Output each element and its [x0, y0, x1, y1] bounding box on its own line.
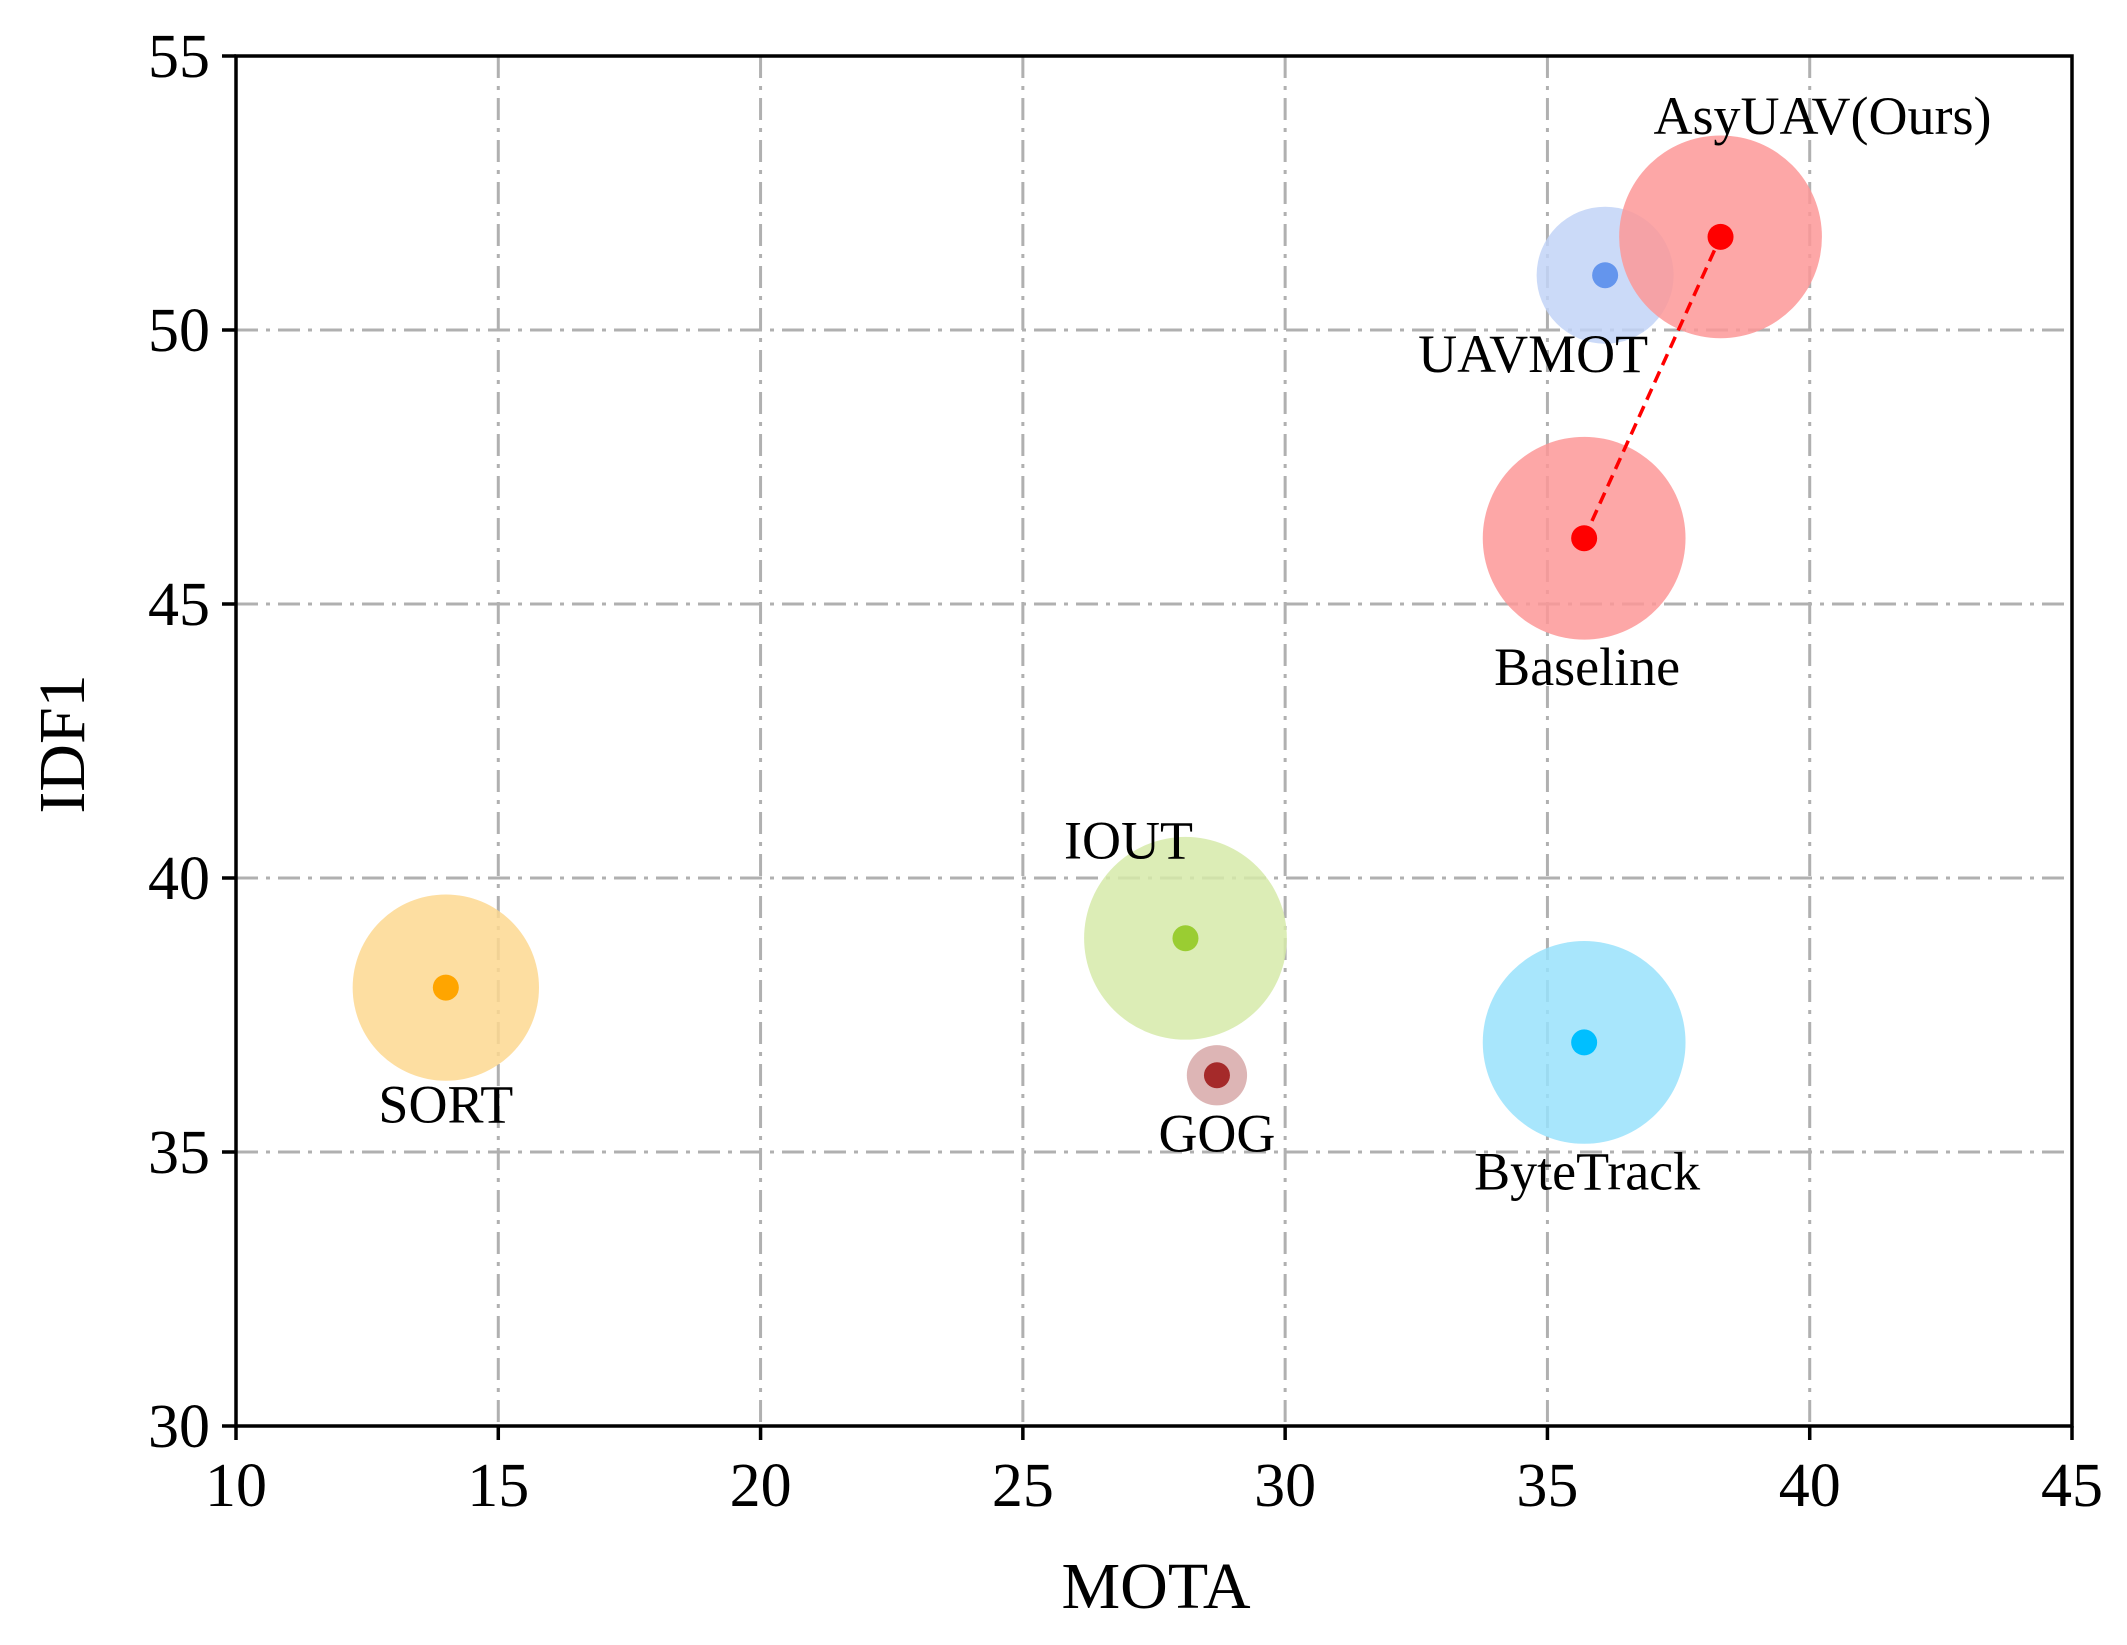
- label-layer: SORT IOUT GOG ByteTrack Baseline UAVMOT AsyUAV…: [378, 86, 1991, 1202]
- point-bytetrack: [1571, 1029, 1598, 1056]
- y-tick-label: 50: [148, 297, 210, 365]
- y-tick-label: 35: [148, 1119, 210, 1187]
- point-gog: [1203, 1062, 1230, 1089]
- point-layer: [432, 223, 1734, 1089]
- x-tick-label: 25: [992, 1452, 1054, 1520]
- label-bytetrack: ByteTrack: [1474, 1141, 1700, 1201]
- label-iout: IOUT: [1064, 810, 1193, 870]
- x-tick-label: 40: [1779, 1452, 1841, 1520]
- y-tick-label: 40: [148, 845, 210, 913]
- connector-layer: [1582, 236, 1723, 539]
- y-axis-label: IDF1: [26, 674, 99, 813]
- label-sort: SORT: [378, 1075, 513, 1135]
- point-uavmot: [1592, 262, 1619, 289]
- axes-layer: 10 15 20 25 30 35 40 45 30 35 40 45 50 55: [148, 23, 2103, 1520]
- label-gog: GOG: [1158, 1103, 1275, 1163]
- x-tick-label: 30: [1254, 1452, 1316, 1520]
- point-baseline: [1571, 525, 1598, 552]
- point-sort: [432, 974, 459, 1001]
- connector-line: [1582, 236, 1723, 539]
- x-tick-label: 45: [2041, 1452, 2103, 1520]
- x-axis-label: MOTA: [1061, 1550, 1250, 1623]
- point-iout: [1172, 925, 1199, 952]
- y-tick-label: 55: [148, 23, 210, 91]
- x-tick-label: 15: [467, 1452, 529, 1520]
- label-asyuav-ours: AsyUAV(Ours): [1654, 86, 1992, 146]
- point-asyuav-ours: [1707, 223, 1734, 250]
- plot-frame: [234, 54, 2074, 1428]
- x-tick-label: 20: [730, 1452, 792, 1520]
- x-tick-label: 35: [1516, 1452, 1578, 1520]
- y-tick-label: 30: [148, 1393, 210, 1461]
- label-baseline: Baseline: [1494, 637, 1680, 697]
- x-tick-label: 10: [205, 1452, 267, 1520]
- y-tick-label: 45: [148, 571, 210, 639]
- label-uavmot: UAVMOT: [1418, 324, 1648, 384]
